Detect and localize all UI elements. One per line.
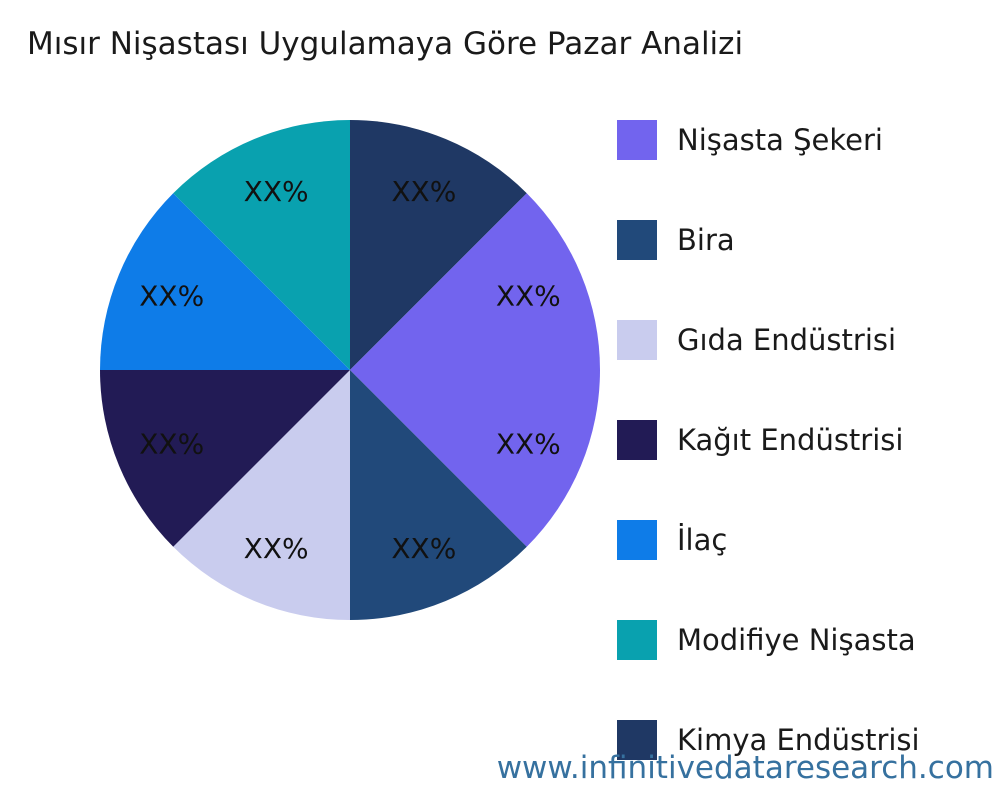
legend-label: Kimya Endüstrisi (677, 723, 920, 757)
legend-item-2: Gıda Endüstrisi (617, 320, 977, 360)
slice-percentage-label: XX% (496, 280, 561, 313)
legend-swatch (617, 320, 657, 360)
legend-label: Bira (677, 223, 735, 257)
slice-percentage-label: XX% (496, 427, 561, 460)
pie-slice-3 (100, 370, 350, 547)
pie-slice-4 (100, 193, 350, 370)
legend-item-5: Modifiye Nişasta (617, 620, 977, 660)
legend-swatch (617, 420, 657, 460)
legend-item-3: Kağıt Endüstrisi (617, 420, 977, 460)
pie-slice-6 (350, 120, 527, 370)
slice-percentage-label: XX% (391, 532, 456, 565)
pie-slice-2 (173, 370, 350, 620)
watermark-text: www.infinitivedataresearch.com (496, 750, 994, 786)
pie-slice-1 (350, 370, 527, 620)
legend-swatch (617, 120, 657, 160)
slice-percentage-label: XX% (139, 427, 204, 460)
legend-label: Nişasta Şekeri (677, 123, 883, 157)
legend-label: Kağıt Endüstrisi (677, 423, 904, 457)
pie-svg: XX% XX% XX% XX% XX% XX% XX% XX% (100, 120, 600, 620)
pie-slice-5 (173, 120, 350, 370)
legend: Nişasta Şekeri Bira Gıda Endüstrisi Kağıt E… (617, 120, 977, 800)
slice-percentage-label: XX% (139, 280, 204, 313)
slice-percentage-label: XX% (391, 175, 456, 208)
pie-slice-0 (350, 370, 600, 547)
legend-item-4: İlaç (617, 520, 977, 560)
slice-percentage-label: XX% (244, 532, 309, 565)
legend-item-0: Nişasta Şekeri (617, 120, 977, 160)
legend-label: İlaç (677, 523, 728, 557)
chart-title: Mısır Nişastası Uygulamaya Göre Pazar An… (27, 26, 744, 62)
legend-item-1: Bira (617, 220, 977, 260)
pie-chart: XX% XX% XX% XX% XX% XX% XX% XX% (95, 115, 605, 625)
legend-label: Gıda Endüstrisi (677, 323, 897, 357)
legend-swatch (617, 520, 657, 560)
legend-swatch (617, 620, 657, 660)
legend-swatch (617, 220, 657, 260)
pie-slice-7 (350, 193, 600, 370)
legend-swatch (617, 720, 657, 760)
slice-percentage-label: XX% (244, 175, 309, 208)
legend-item-6: Kimya Endüstrisi (617, 720, 977, 760)
legend-label: Modifiye Nişasta (677, 623, 916, 657)
